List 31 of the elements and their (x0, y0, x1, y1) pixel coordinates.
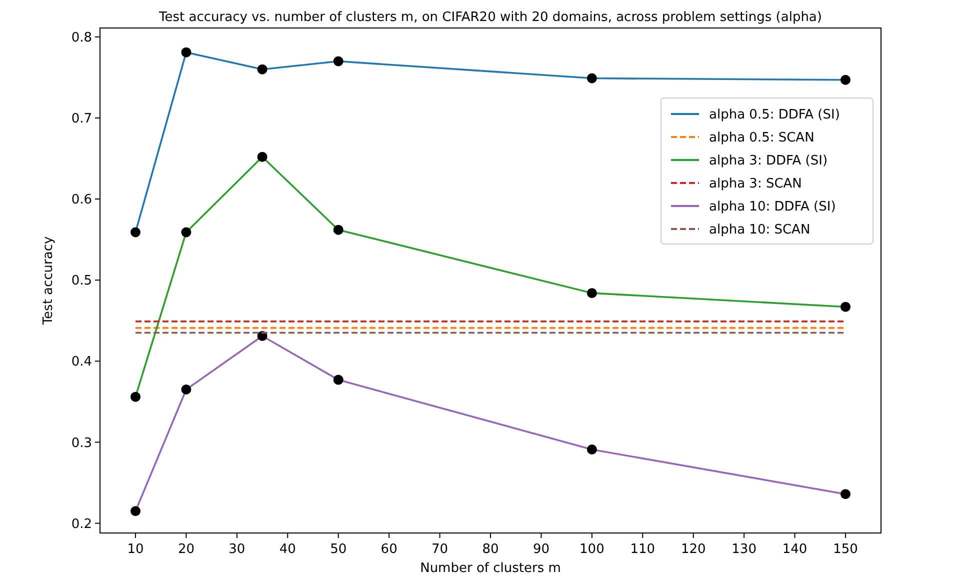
y-tick-label: 0.5 (71, 274, 92, 289)
x-tick-label: 90 (532, 542, 550, 557)
x-tick-label: 70 (432, 542, 448, 557)
x-tick-label: 30 (228, 542, 246, 557)
x-axis-title: Number of clusters m (420, 561, 561, 576)
y-tick-label: 0.6 (71, 192, 92, 208)
legend-label: alpha 3: DDFA (SI) (709, 154, 828, 169)
legend-label: alpha 0.5: DDFA (SI) (709, 108, 840, 123)
legend-label: alpha 10: SCAN (709, 222, 810, 238)
legend-label: alpha 10: DDFA (SI) (709, 200, 836, 215)
y-tick-label: 0.4 (71, 354, 92, 370)
chart-title: Test accuracy vs. number of clusters m, on CIFAR20 with 20 domains, across problem settings (alpha) (158, 10, 822, 25)
x-tick-label: 60 (380, 542, 398, 557)
x-tick-label: 100 (580, 542, 604, 557)
legend-label: alpha 0.5: SCAN (709, 130, 814, 146)
y-tick-label: 0.7 (71, 112, 92, 127)
x-tick-label: 120 (680, 542, 706, 557)
y-axis-title: Test accuracy (41, 236, 56, 326)
x-tick-label: 10 (127, 542, 144, 557)
y-tick-label: 0.2 (71, 516, 92, 532)
x-tick-label: 80 (482, 542, 499, 557)
y-tick-label: 0.3 (71, 436, 92, 451)
legend-label: alpha 3: SCAN (709, 176, 802, 192)
x-tick-label: 20 (178, 542, 194, 557)
x-tick-label: 110 (630, 542, 656, 557)
y-tick-label: 0.8 (71, 30, 92, 46)
x-tick-label: 140 (782, 542, 808, 557)
x-tick-label: 50 (330, 542, 347, 557)
x-tick-label: 130 (732, 542, 756, 557)
x-tick-label: 150 (833, 542, 858, 557)
x-tick-label: 40 (279, 542, 296, 557)
